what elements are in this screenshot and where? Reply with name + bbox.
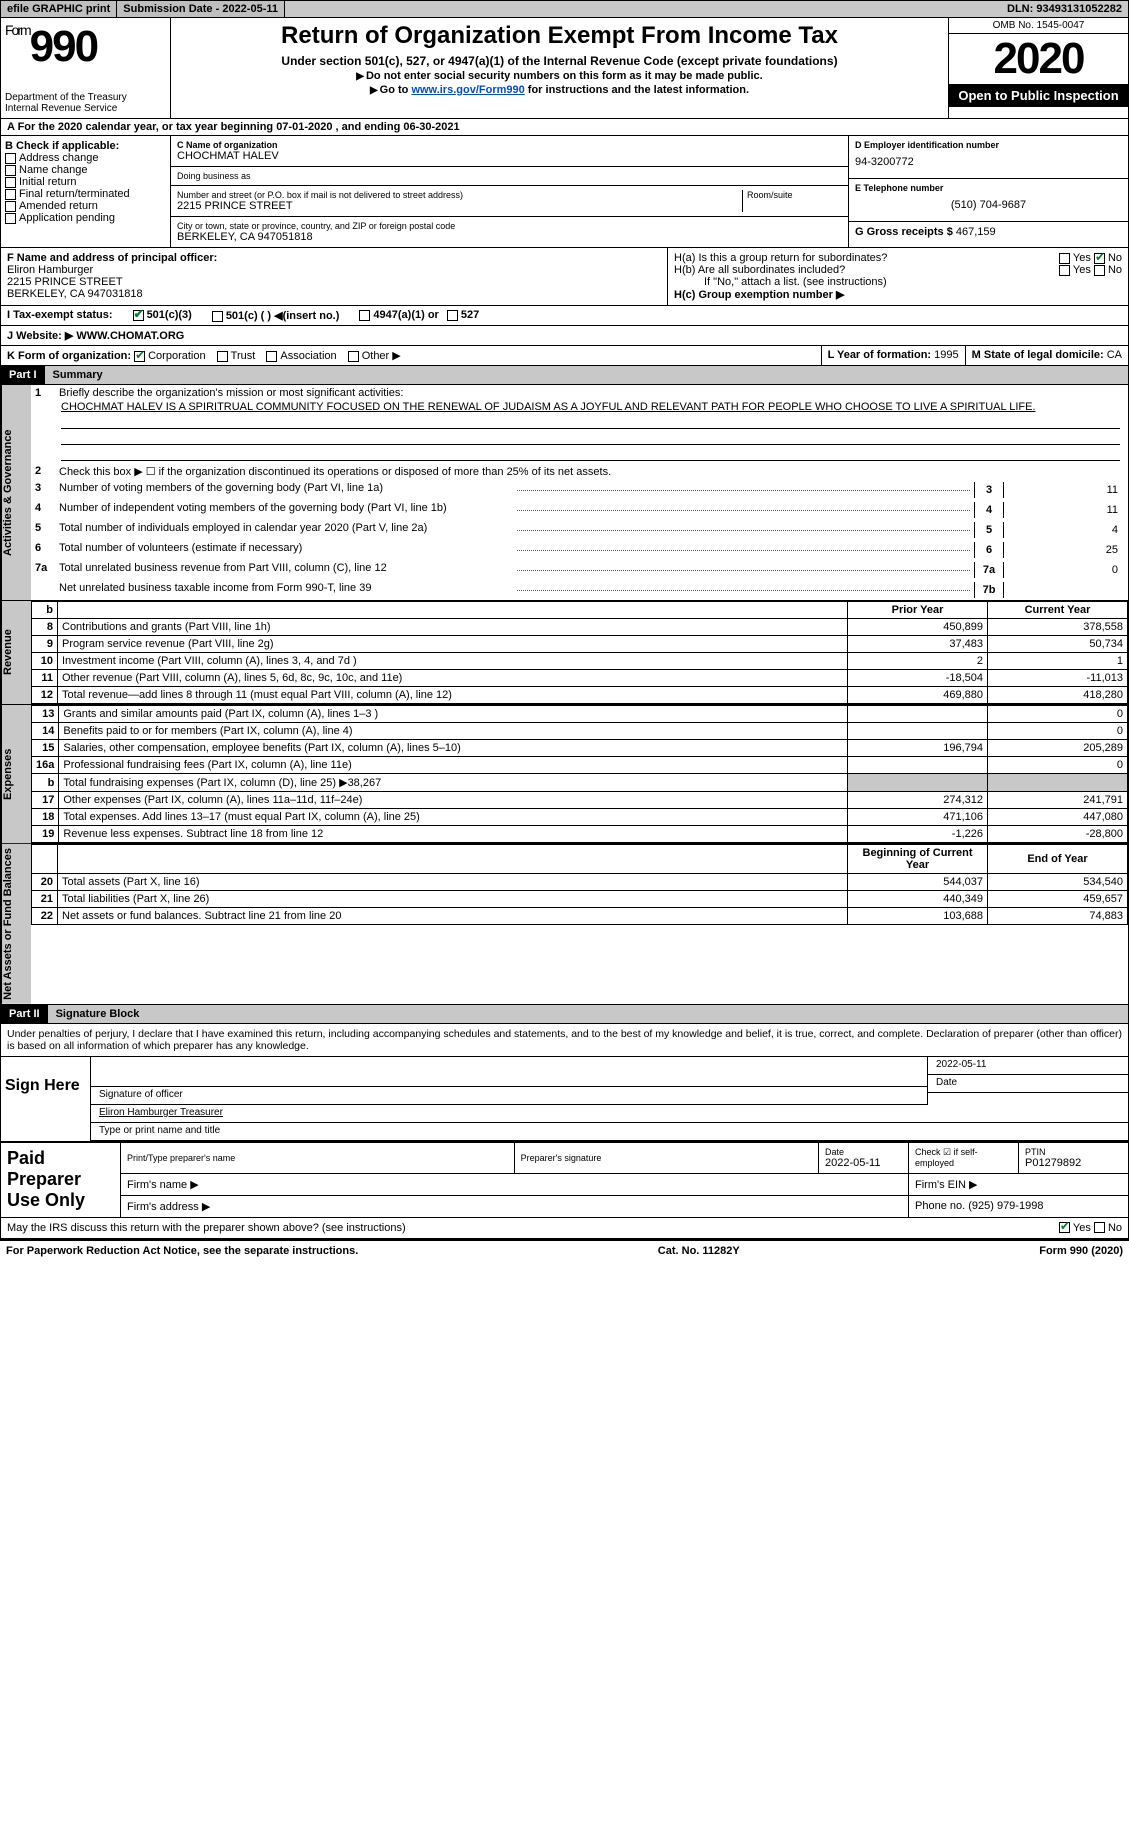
chk-corp[interactable] [134, 351, 145, 362]
irs-link[interactable]: www.irs.gov/Form990 [411, 84, 524, 96]
chk-trust[interactable] [217, 351, 228, 362]
chk-other[interactable] [348, 351, 359, 362]
chk-discuss-yes[interactable] [1059, 1222, 1070, 1233]
ein: 94-3200772 [855, 150, 1122, 174]
efile-print-button[interactable]: efile GRAPHIC print [1, 1, 117, 17]
street-address: 2215 PRINCE STREET [177, 200, 742, 212]
v7b [1004, 582, 1124, 586]
v6: 25 [1004, 542, 1124, 558]
submission-date: Submission Date - 2022-05-11 [117, 1, 285, 17]
chk-assoc[interactable] [266, 351, 277, 362]
year-formation: 1995 [934, 349, 958, 361]
chk-final-return[interactable] [5, 189, 16, 200]
state-domicile: CA [1107, 349, 1122, 361]
v4: 11 [1004, 502, 1124, 518]
chk-hb-no[interactable] [1094, 265, 1105, 276]
officer-name: Eliron Hamburger [7, 264, 661, 276]
chk-app-pending[interactable] [5, 213, 16, 224]
vtab-governance: Activities & Governance [1, 385, 31, 600]
paid-preparer-table: Paid Preparer Use Only Print/Type prepar… [0, 1142, 1129, 1218]
chk-address-change[interactable] [5, 153, 16, 164]
goto-note: Go to www.irs.gov/Form990 for instructio… [175, 84, 944, 96]
form-header: Form990 Department of the Treasury Inter… [0, 18, 1129, 119]
chk-initial-return[interactable] [5, 177, 16, 188]
part-ii-header: Part II [1, 1005, 48, 1023]
ssn-note: Do not enter social security numbers on … [175, 70, 944, 82]
v3: 11 [1004, 482, 1124, 498]
mission-text: CHOCHMAT HALEV IS A SPIRITRUAL COMMUNITY… [61, 401, 1120, 413]
v7a: 0 [1004, 562, 1124, 578]
form-number: Form990 [5, 22, 166, 72]
tax-year: 2020 [949, 34, 1128, 84]
sign-here-label: Sign Here [1, 1057, 91, 1141]
gross-receipts: 467,159 [956, 226, 996, 238]
org-name: CHOCHMAT HALEV [177, 150, 842, 162]
form-subtitle: Under section 501(c), 527, or 4947(a)(1)… [175, 54, 944, 68]
revenue-table: bPrior YearCurrent Year 8Contributions a… [31, 601, 1128, 704]
chk-amended[interactable] [5, 201, 16, 212]
chk-501c3[interactable] [133, 310, 144, 321]
top-bar: efile GRAPHIC print Submission Date - 20… [0, 0, 1129, 18]
chk-501c[interactable] [212, 311, 223, 322]
chk-ha-no[interactable] [1094, 253, 1105, 264]
vtab-revenue: Revenue [1, 601, 31, 704]
chk-name-change[interactable] [5, 165, 16, 176]
dept-treasury: Department of the Treasury Internal Reve… [5, 92, 166, 114]
v5: 4 [1004, 522, 1124, 538]
form-title: Return of Organization Exempt From Incom… [175, 22, 944, 50]
chk-hb-yes[interactable] [1059, 265, 1070, 276]
part-i-header: Part I [1, 366, 45, 384]
penalty-statement: Under penalties of perjury, I declare th… [0, 1024, 1129, 1057]
page-footer: For Paperwork Reduction Act Notice, see … [0, 1239, 1129, 1261]
open-public-inspection: Open to Public Inspection [949, 84, 1128, 107]
vtab-net-assets: Net Assets or Fund Balances [1, 844, 31, 1004]
net-assets-table: Beginning of Current YearEnd of Year 20T… [31, 844, 1128, 925]
chk-4947[interactable] [359, 310, 370, 321]
city-state-zip: BERKELEY, CA 947051818 [177, 231, 842, 243]
website: WWW.CHOMAT.ORG [76, 330, 184, 342]
expenses-table: 13Grants and similar amounts paid (Part … [31, 705, 1128, 843]
phone: (510) 704-9687 [855, 193, 1122, 217]
officer-signed: Eliron Hamburger Treasurer [91, 1105, 1128, 1123]
chk-527[interactable] [447, 310, 458, 321]
chk-ha-yes[interactable] [1059, 253, 1070, 264]
chk-discuss-no[interactable] [1094, 1222, 1105, 1233]
omb-number: OMB No. 1545-0047 [949, 18, 1128, 34]
section-b-checkboxes: B Check if applicable: Address change Na… [1, 136, 171, 247]
vtab-expenses: Expenses [1, 705, 31, 843]
row-a-tax-year: A For the 2020 calendar year, or tax yea… [0, 119, 1129, 136]
dln: DLN: 93493131052282 [1001, 1, 1128, 17]
